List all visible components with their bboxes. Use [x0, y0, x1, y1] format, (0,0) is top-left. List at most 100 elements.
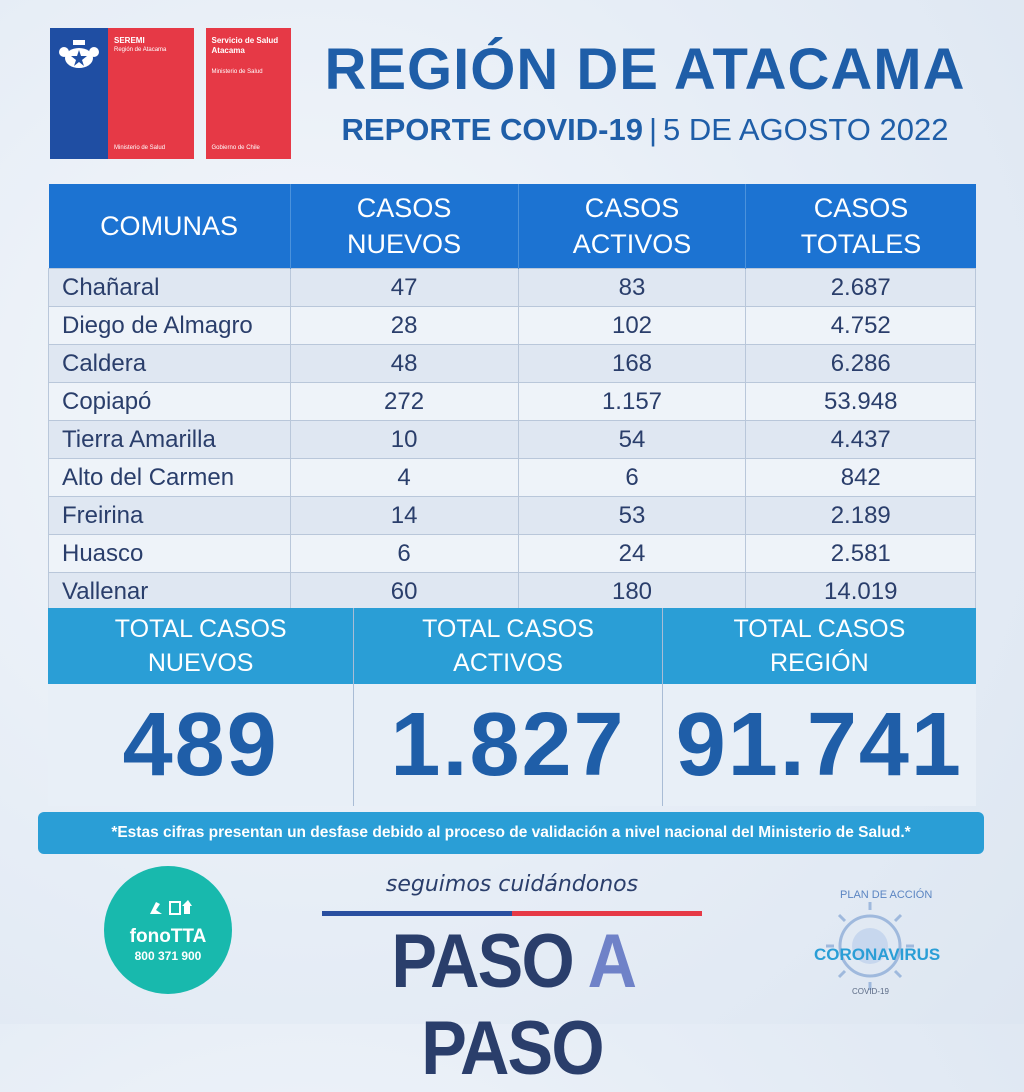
page-title: REGIÓN DE ATACAMA	[324, 37, 966, 102]
totales-cell: 2.189	[745, 496, 976, 535]
col-header-comunas: COMUNAS	[48, 184, 291, 269]
fonotta-phone: 800 371 900	[134, 949, 202, 963]
comuna-cell: Alto del Carmen	[48, 458, 291, 497]
activos-cell: 1.157	[517, 382, 747, 421]
table-row: Tierra Amarilla 10 54 4.437	[48, 420, 976, 459]
covid-text: COVID-19	[852, 987, 889, 996]
activos-cell: 24	[517, 534, 747, 573]
totals-panel: TOTAL CASOS NUEVOS 489 TOTAL CASOS ACTIV…	[48, 608, 977, 806]
table-row: Huasco 6 24 2.581	[48, 534, 976, 573]
disclaimer-note: *Estas cifras presentan un desfase debid…	[38, 812, 984, 854]
comuna-cell: Vallenar	[48, 572, 291, 611]
government-logo: SEREMI Región de Atacama Ministerio de S…	[50, 28, 291, 159]
totales-cell: 53.948	[745, 382, 976, 421]
fonotta-brand: fonoTTA	[129, 926, 207, 947]
table-row: Freirina 14 53 2.189	[48, 496, 976, 535]
comuna-cell: Diego de Almagro	[48, 306, 291, 345]
total-activos-value: 1.827	[354, 684, 662, 806]
table-header-row: COMUNAS CASOS NUEVOS CASOS ACTIVOS CASOS TO…	[48, 184, 976, 269]
flag-stripe	[322, 911, 702, 916]
table-row: Copiapó 272 1.157 53.948	[48, 382, 976, 421]
totales-cell: 2.581	[745, 534, 976, 573]
servicio-subtitle: Ministerio de Salud	[211, 69, 263, 75]
slogan: seguimos cuidándonos	[385, 872, 639, 897]
totales-cell: 2.687	[745, 268, 976, 307]
paso-word-1: PASO	[391, 919, 574, 1004]
report-subtitle: REPORTE COVID-19 | 5 DE AGOSTO 2022	[315, 112, 975, 148]
totales-cell: 6.286	[745, 344, 976, 383]
total-region: TOTAL CASOS REGIÓN 91.741	[662, 608, 977, 806]
report-label: REPORTE COVID-19	[341, 112, 643, 147]
totales-cell: 4.752	[745, 306, 976, 345]
virus-icon: PLAN DE ACCIÓN CORONAVIRUS COVID-19	[814, 888, 940, 996]
activos-cell: 83	[517, 268, 747, 307]
comuna-cell: Tierra Amarilla	[48, 420, 291, 459]
table-row: Chañaral 47 83 2.687	[48, 268, 976, 307]
total-region-label: TOTAL CASOS REGIÓN	[662, 608, 977, 684]
nuevos-cell: 47	[289, 268, 519, 307]
total-region-label-line2: REGIÓN	[770, 649, 869, 677]
cases-table: COMUNAS CASOS NUEVOS CASOS ACTIVOS CASOS TO…	[48, 184, 976, 611]
activos-cell: 102	[517, 306, 747, 345]
total-nuevos-value: 489	[48, 684, 354, 806]
total-nuevos-label-line2: NUEVOS	[147, 649, 254, 677]
comuna-cell: Caldera	[48, 344, 291, 383]
paso-word-a: A	[587, 919, 635, 1004]
total-region-label-line1: TOTAL CASOS	[733, 615, 906, 643]
table-row: Vallenar 60 180 14.019	[48, 572, 976, 611]
servicio-footer: Gobierno de Chile	[211, 145, 260, 151]
paso-word-2: PASO	[421, 1006, 604, 1091]
totales-cell: 14.019	[745, 572, 976, 611]
total-nuevos-label: TOTAL CASOS NUEVOS	[48, 608, 354, 684]
servicio-title: Servicio de Salud Atacama	[211, 36, 279, 55]
phone-house-icon	[150, 900, 192, 915]
table-body: Chañaral 47 83 2.687 Diego de Almagro 28 102 4.…	[48, 268, 976, 611]
fonotta-badge: fonoTTA 800 371 900	[104, 866, 232, 994]
nuevos-cell: 4	[289, 458, 519, 497]
activos-cell: 54	[517, 420, 747, 459]
coronavirus-plan-logo: PLAN DE ACCIÓN CORONAVIRUS COVID-19	[800, 880, 940, 1000]
col-header-activos: CASOS ACTIVOS	[518, 184, 747, 269]
nuevos-cell: 6	[289, 534, 519, 573]
nuevos-cell: 10	[289, 420, 519, 459]
servicio-panel: Servicio de Salud Atacama Ministerio de …	[205, 28, 291, 159]
activos-cell: 6	[517, 458, 747, 497]
table-row: Caldera 48 168 6.286	[48, 344, 976, 383]
seremi-footer: Ministerio de Salud	[114, 145, 166, 151]
seremi-subtitle: Región de Atacama	[114, 47, 167, 53]
total-region-value: 91.741	[662, 684, 977, 806]
col-header-totales: CASOS TOTALES	[745, 184, 976, 269]
divider: |	[648, 112, 658, 147]
total-nuevos: TOTAL CASOS NUEVOS 489	[48, 608, 355, 806]
total-activos-label: TOTAL CASOS ACTIVOS	[354, 608, 662, 684]
report-date: 5 DE AGOSTO 2022	[663, 112, 949, 147]
nuevos-cell: 28	[289, 306, 519, 345]
chile-crest-icon	[59, 40, 99, 68]
activos-cell: 168	[517, 344, 747, 383]
seremi-title: SEREMI	[114, 36, 145, 45]
nuevos-cell: 48	[289, 344, 519, 383]
totales-cell: 842	[745, 458, 976, 497]
nuevos-cell: 272	[289, 382, 519, 421]
col-header-nuevos: CASOS NUEVOS	[290, 184, 519, 269]
table-row: Diego de Almagro 28 102 4.752	[48, 306, 976, 345]
comuna-cell: Copiapó	[48, 382, 291, 421]
seremi-panel: SEREMI Región de Atacama Ministerio de S…	[108, 28, 194, 159]
total-activos: TOTAL CASOS ACTIVOS 1.827	[354, 608, 663, 806]
total-activos-label-line1: TOTAL CASOS	[422, 615, 594, 643]
total-activos-label-line2: ACTIVOS	[453, 649, 563, 677]
comuna-cell: Freirina	[48, 496, 291, 535]
comuna-cell: Chañaral	[48, 268, 291, 307]
nuevos-cell: 14	[289, 496, 519, 535]
paso-a-paso-logo: PASO A PASO	[321, 918, 703, 1092]
comuna-cell: Huasco	[48, 534, 291, 573]
table-row: Alto del Carmen 4 6 842	[48, 458, 976, 497]
activos-cell: 180	[517, 572, 747, 611]
plan-text: PLAN DE ACCIÓN	[840, 888, 932, 901]
logo-blue-panel	[50, 28, 108, 159]
totales-cell: 4.437	[745, 420, 976, 459]
activos-cell: 53	[517, 496, 747, 535]
total-nuevos-label-line1: TOTAL CASOS	[114, 615, 287, 643]
nuevos-cell: 60	[289, 572, 519, 611]
coronavirus-text: CORONAVIRUS	[814, 945, 940, 964]
